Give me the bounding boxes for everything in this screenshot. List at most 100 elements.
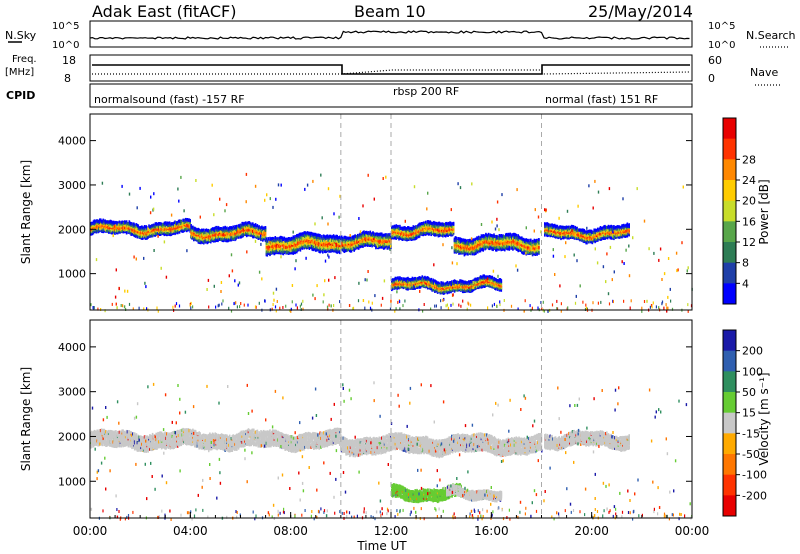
scatter-cell xyxy=(475,237,477,241)
scatter-cell xyxy=(226,230,228,234)
scatter-cell xyxy=(455,245,458,249)
scatter-cell xyxy=(455,248,458,252)
scatter-cell xyxy=(291,240,294,244)
scatter-cell xyxy=(421,283,424,287)
scatter-cell xyxy=(400,237,403,241)
scatter-cell xyxy=(96,219,98,223)
scatter-cell xyxy=(512,233,514,237)
scatter-cell xyxy=(161,223,164,228)
scatter-cell xyxy=(351,235,354,239)
scatter-cell xyxy=(361,235,363,239)
scatter-cell xyxy=(310,237,312,241)
scatter-cell xyxy=(396,231,398,235)
scatter-cell xyxy=(305,232,308,236)
scatter-cell xyxy=(457,242,459,246)
scatter-cell xyxy=(409,236,412,240)
scatter-cell xyxy=(315,247,318,251)
scatter-cell xyxy=(201,233,203,237)
scatter-cell xyxy=(212,227,215,231)
scatter-cell xyxy=(142,228,144,232)
scatter-cell xyxy=(174,224,176,228)
scatter-cell xyxy=(520,246,522,250)
scatter-cell xyxy=(124,226,126,230)
scatter-cell xyxy=(460,237,462,241)
scatter-cell xyxy=(378,240,381,244)
scatter-cell xyxy=(210,230,212,234)
scatter-cell xyxy=(432,285,434,289)
scatter-cell xyxy=(421,278,424,282)
scatter-cell xyxy=(245,226,247,230)
scatter-cell xyxy=(310,245,312,249)
scatter-cell xyxy=(97,225,99,229)
scatter-cell xyxy=(101,228,104,232)
scatter-cell xyxy=(193,228,195,232)
scatter-cell xyxy=(431,224,433,228)
scatter-cell xyxy=(416,278,418,282)
scatter-cell xyxy=(492,240,494,244)
scatter-cell xyxy=(300,241,303,245)
scatter-cell xyxy=(141,232,143,236)
scatter-cell xyxy=(237,231,240,235)
scatter-cell xyxy=(510,233,512,237)
scatter-cell xyxy=(398,234,400,238)
scatter-cell xyxy=(423,281,425,285)
scatter-cell xyxy=(497,240,500,244)
scatter-cell xyxy=(510,246,512,250)
scatter-cell xyxy=(480,242,483,246)
scatter-cell xyxy=(421,275,424,279)
scatter-cell xyxy=(365,241,368,245)
scatter-cell xyxy=(337,238,339,242)
scatter-cell xyxy=(166,229,168,233)
scatter-cell xyxy=(195,235,198,239)
nsearch-tick-bottom: 10^0 xyxy=(708,40,735,51)
scatter-cell xyxy=(413,225,415,229)
scatter-cell xyxy=(485,240,487,244)
scatter-cell xyxy=(413,282,415,286)
scatter-cell xyxy=(110,229,113,233)
scatter-cell xyxy=(361,239,363,243)
scatter-cell xyxy=(517,241,519,245)
scatter-cell xyxy=(430,279,433,284)
scatter-cell xyxy=(104,227,106,231)
scatter-cell xyxy=(426,276,429,280)
scatter-cell xyxy=(173,221,175,225)
scatter-cell xyxy=(315,245,318,249)
scatter-cell xyxy=(434,221,436,225)
scatter-cell xyxy=(237,235,240,239)
scatter-cell xyxy=(451,231,454,235)
scatter-cell xyxy=(295,245,297,249)
scatter-cell xyxy=(375,232,378,236)
scatter-cell xyxy=(248,225,251,229)
scatter-cell xyxy=(116,229,119,233)
scatter-cell xyxy=(496,244,499,249)
scatter-cell xyxy=(495,243,498,247)
scatter-cell xyxy=(531,252,534,256)
scatter-cell xyxy=(427,220,430,224)
scatter-cell xyxy=(245,222,248,226)
scatter-cell xyxy=(97,229,99,233)
scatter-cell xyxy=(528,243,530,247)
scatter-cell xyxy=(394,276,397,280)
scatter-cell xyxy=(135,225,138,229)
scatter-cell xyxy=(241,233,243,237)
scatter-cell xyxy=(273,247,276,251)
scatter-cell xyxy=(413,277,415,281)
scatter-cell xyxy=(530,243,533,247)
scatter-cell xyxy=(405,231,407,235)
scatter-cell xyxy=(127,222,130,226)
scatter-cell xyxy=(105,220,107,224)
scatter-cell xyxy=(443,229,445,233)
scatter-cell xyxy=(211,227,214,231)
scatter-cell xyxy=(322,247,324,252)
scatter-cell xyxy=(293,244,295,248)
scatter-cell xyxy=(102,223,105,228)
scatter-cell xyxy=(394,281,397,286)
scatter-cell xyxy=(460,238,463,242)
scatter-cell xyxy=(95,219,97,223)
scatter-cell xyxy=(400,236,402,240)
scatter-cell xyxy=(267,239,269,243)
scatter-cell xyxy=(180,226,183,230)
scatter-cell xyxy=(353,235,355,239)
scatter-cell xyxy=(239,223,242,227)
